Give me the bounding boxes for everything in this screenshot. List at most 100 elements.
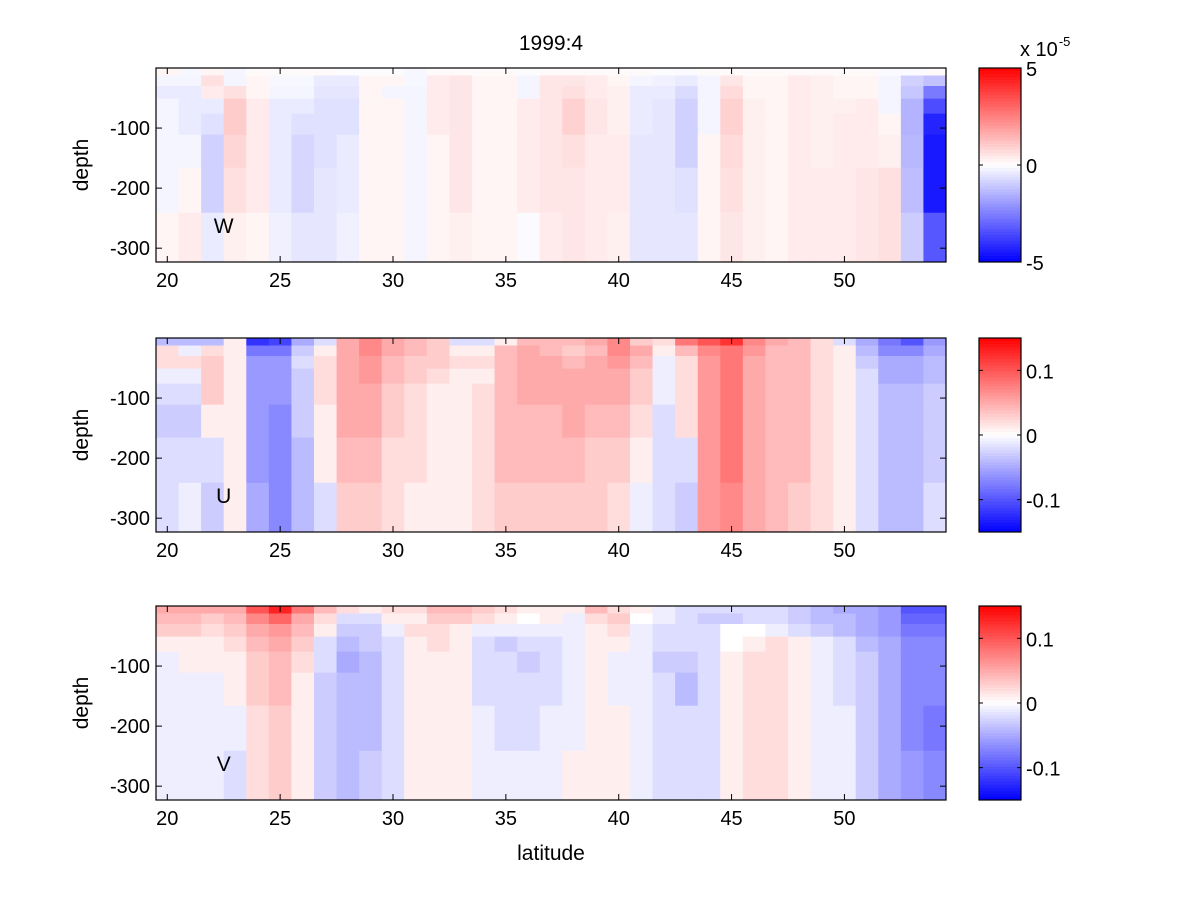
heatmap-cell [517,482,541,533]
heatmap-cell [449,212,473,263]
heatmap-cell [742,167,766,214]
heatmap-cell [246,75,270,87]
heatmap-cell [359,368,383,385]
heatmap-cell [494,86,518,100]
colorbar-swatch [979,754,1021,759]
heatmap-cell [720,672,744,707]
heatmap-cell [923,613,947,625]
colorbar-swatch [979,204,1021,208]
x-axis-label: latitude [517,842,585,865]
heatmap-cell [584,86,608,100]
heatmap-cell [788,368,812,385]
heatmap-cell [765,134,789,169]
heatmap-cell [810,338,834,347]
heatmap-cell [449,113,473,136]
heatmap-cell [291,368,315,385]
heatmap-cell [472,86,496,100]
x-tick-label: 50 [833,808,855,830]
colorbar-swatch [979,392,1021,397]
heatmap-cell [246,482,270,533]
heatmap-cell [156,705,180,752]
heatmap-cell [426,113,450,136]
heatmap-cell [765,345,789,357]
heatmap-cell [472,368,496,385]
heatmap-cell [223,68,247,77]
heatmap-cell [630,368,654,385]
heatmap-cell [742,113,766,136]
heatmap-cell [584,482,608,533]
colorbar-swatch [979,189,1021,193]
heatmap-cell [539,613,563,625]
heatmap-cell [426,404,450,439]
heatmap-cell [765,338,789,347]
heatmap-cell [810,750,834,801]
heatmap-cell [404,86,428,100]
colorbar-swatch [979,377,1021,381]
heatmap-cell [562,134,586,169]
heatmap-cell [178,482,202,533]
heatmap-cell [562,613,586,625]
heatmap-cell [381,672,405,707]
colorbar-swatch [979,428,1021,433]
heatmap-cell [855,404,879,439]
heatmap-cell [788,672,812,707]
heatmap-cell [562,86,586,100]
heatmap-cell [652,98,676,115]
colorbar-swatch [979,152,1021,157]
heatmap-cell [223,651,247,674]
heatmap-cell [697,68,721,77]
x-tick-label: 25 [269,270,291,292]
heatmap-cell [246,338,270,347]
heatmap-cell [584,345,608,357]
heatmap-cell [900,86,924,100]
colorbar-swatch [979,401,1021,406]
heatmap-cell [223,167,247,214]
heatmap-cell [584,606,608,615]
heatmap-cell [788,134,812,169]
heatmap-cell [291,613,315,625]
heatmap-cell [494,75,518,87]
heatmap-cell [336,113,360,136]
heatmap-cell [878,368,902,385]
heatmap-cell [720,636,744,653]
heatmap-cell [833,167,857,214]
y-axis-label: depth [70,139,93,192]
colorbar-swatch [979,356,1021,360]
heatmap-cell [246,750,270,801]
colorbar-swatch [979,413,1021,418]
heatmap-cell [675,606,699,615]
heatmap-cell [359,705,383,752]
heatmap-cell [788,113,812,136]
heatmap-cell [291,68,315,77]
heatmap-cell [742,606,766,615]
heatmap-cell [675,86,699,100]
heatmap-cell [246,613,270,625]
heatmap-cell [810,345,834,357]
heatmap-cell [765,437,789,484]
colorbar-swatch [979,125,1021,130]
heatmap-cell [810,636,834,653]
heatmap-cell [404,68,428,77]
heatmap-cell [472,98,496,115]
heatmap-cell [607,167,631,214]
heatmap-cell [878,404,902,439]
heatmap-cell [268,636,292,653]
heatmap-cell [584,368,608,385]
colorbar-swatch [979,787,1021,792]
heatmap-cell [156,672,180,707]
colorbar-swatch [979,137,1021,142]
heatmap-cell [359,613,383,625]
heatmap-cell [584,68,608,77]
heatmap-cell [607,636,631,653]
heatmap-cell [675,705,699,752]
colorbar-swatch [979,712,1021,716]
heatmap-cell [630,75,654,87]
heatmap-cell [178,356,202,370]
x-tick-label: 45 [720,540,742,562]
heatmap-cell [810,113,834,136]
heatmap-cell [494,368,518,385]
heatmap-cell [314,624,338,638]
heatmap-cell [156,167,180,214]
x-tick-label: 45 [720,270,742,292]
heatmap-cell [539,167,563,214]
